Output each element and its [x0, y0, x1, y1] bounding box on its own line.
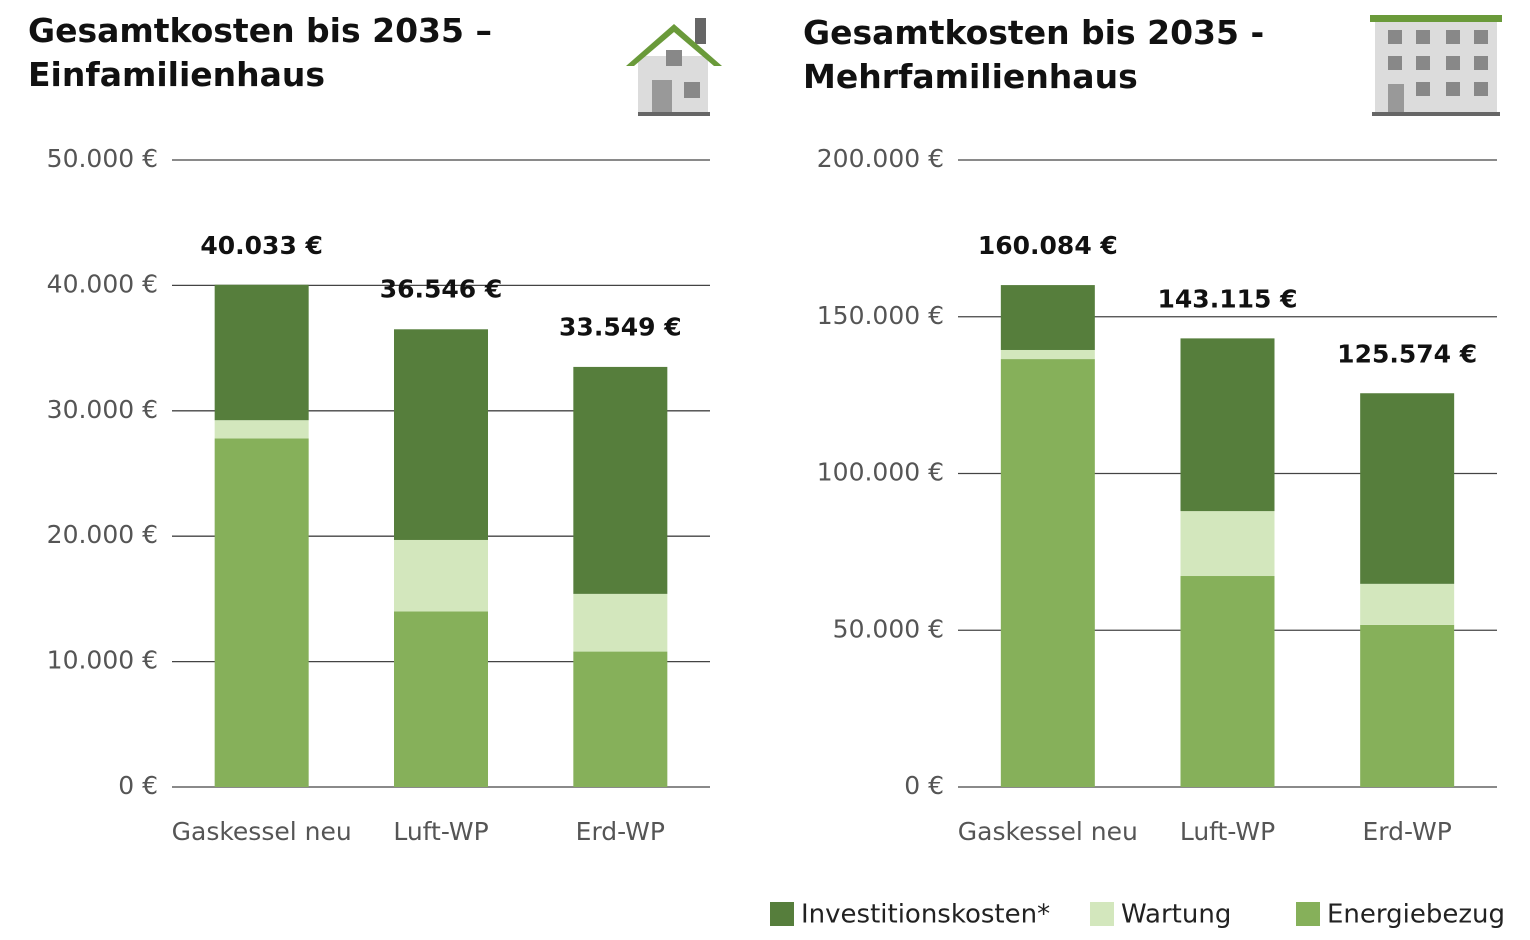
y-tick-label: 20.000 € — [47, 520, 158, 549]
y-tick-label: 40.000 € — [47, 269, 158, 298]
legend-label: Investitionskosten* — [801, 900, 1050, 930]
bar-segment — [214, 284, 309, 421]
total-label: 125.574 € — [1337, 339, 1477, 368]
y-tick-label: 200.000 € — [817, 144, 944, 173]
bar-segment — [1360, 624, 1455, 787]
total-label: 36.546 € — [380, 275, 503, 304]
bar-segment — [1180, 338, 1275, 512]
bar-segment — [573, 593, 668, 652]
x-tick-label: Luft-WP — [393, 817, 488, 846]
apartment-icon — [1370, 15, 1502, 116]
total-label: 33.549 € — [559, 312, 682, 341]
x-tick-label: Erd-WP — [1363, 817, 1452, 846]
x-tick-label: Erd-WP — [576, 817, 665, 846]
y-tick-label: 0 € — [118, 771, 158, 800]
bar-segment — [1360, 393, 1455, 584]
bar-segment — [214, 438, 309, 787]
bar-segment — [573, 366, 668, 594]
bar-segment — [1180, 576, 1275, 787]
y-tick-label: 30.000 € — [47, 395, 158, 424]
legend-swatch — [1296, 902, 1320, 926]
total-label: 40.033 € — [200, 231, 323, 260]
title-line: Gesamtkosten bis 2035 - — [803, 13, 1264, 52]
y-tick-label: 0 € — [904, 771, 944, 800]
y-tick-label: 50.000 € — [47, 144, 158, 173]
legend-label: Wartung — [1121, 900, 1231, 930]
chart-title: Gesamtkosten bis 2035 - Mehrfamilienhaus — [803, 13, 1264, 96]
legend-swatch — [1090, 902, 1114, 926]
x-tick-label: Luft-WP — [1180, 817, 1275, 846]
bar-segment — [1360, 583, 1455, 625]
house-icon — [626, 18, 722, 116]
y-tick-label: 100.000 € — [817, 458, 944, 487]
total-label: 160.084 € — [978, 231, 1118, 260]
total-label: 143.115 € — [1158, 284, 1298, 313]
chart-title: Gesamtkosten bis 2035 – Einfamilienhaus — [28, 11, 492, 94]
bar-segment — [394, 329, 488, 540]
bar-segment — [573, 651, 668, 787]
x-tick-label: Gaskessel neu — [172, 817, 352, 846]
legend-swatch — [770, 902, 794, 926]
bar-segment — [394, 539, 488, 612]
bar-segment — [1000, 285, 1095, 350]
y-tick-label: 10.000 € — [47, 646, 158, 675]
bar-segment — [1000, 359, 1095, 787]
bar-segment — [214, 420, 309, 439]
title-line: Mehrfamilienhaus — [803, 57, 1138, 96]
legend-label: Energiebezug — [1327, 900, 1505, 930]
bar-segment — [1180, 511, 1275, 577]
title-line: Gesamtkosten bis 2035 – — [28, 11, 492, 50]
x-tick-label: Gaskessel neu — [958, 817, 1138, 846]
title-line: Einfamilienhaus — [28, 55, 325, 94]
y-tick-label: 150.000 € — [817, 301, 944, 330]
bar-segment — [1000, 349, 1095, 360]
y-tick-label: 50.000 € — [833, 614, 944, 643]
bar-segment — [394, 611, 488, 787]
